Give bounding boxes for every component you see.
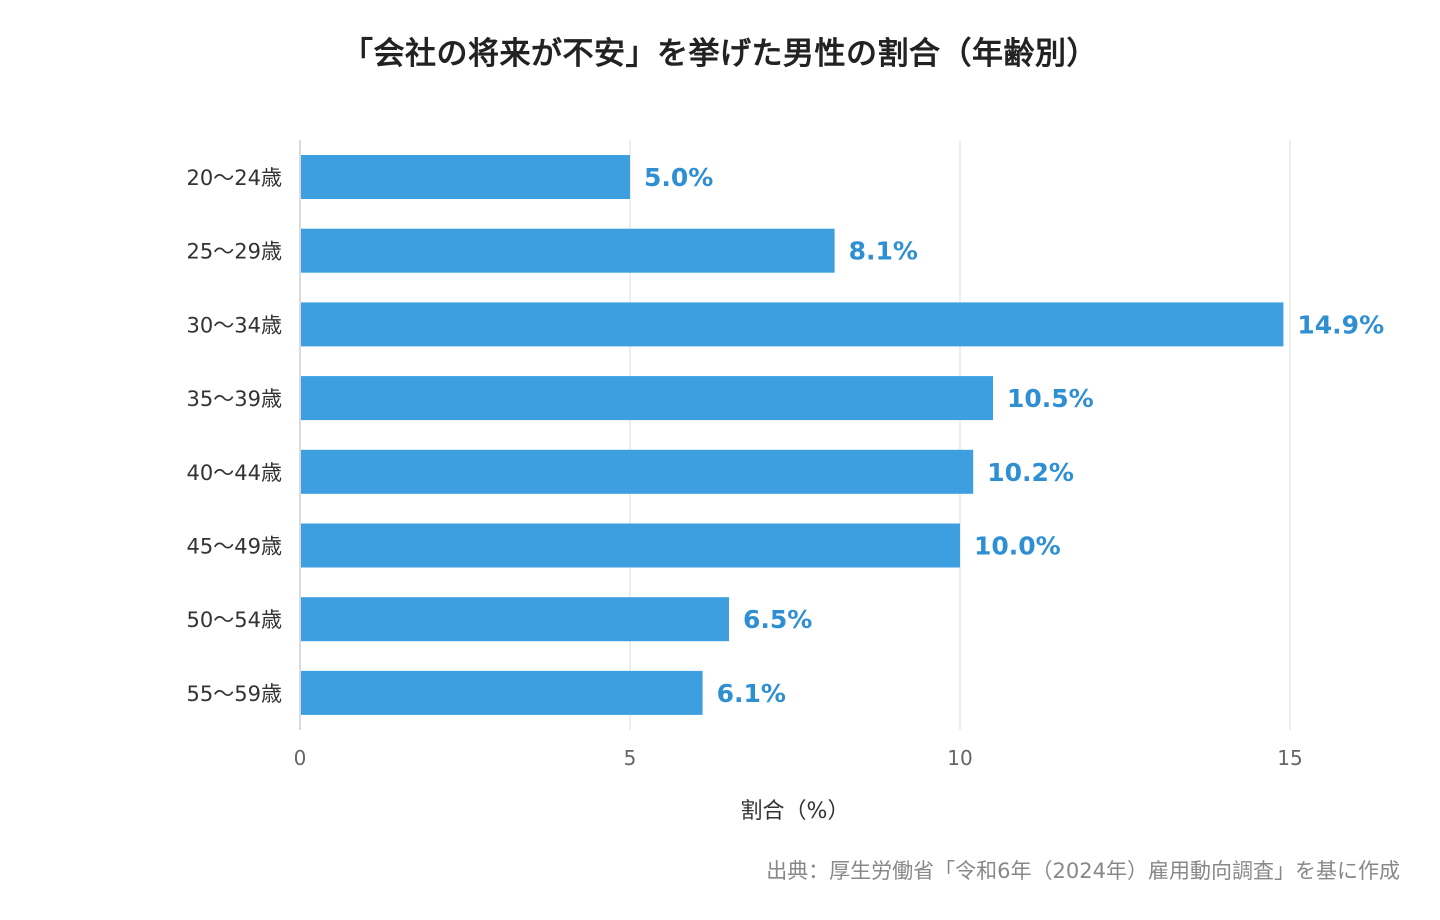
bar xyxy=(301,670,703,715)
bar xyxy=(301,302,1284,347)
grid-lines xyxy=(299,140,1291,730)
bar xyxy=(301,597,729,642)
x-tick-label: 10 xyxy=(947,746,972,770)
labels: 0 5 10 15 20〜24歳 5.0% 25〜29歳 8.1% 30〜34歳 14.9% 35〜… xyxy=(187,163,1385,770)
chart-title: 「会社の将来が不安」を挙げた男性の割合（年齢別） xyxy=(342,36,1098,72)
category-label: 40〜44歳 xyxy=(187,461,282,485)
bar xyxy=(301,228,835,273)
category-label: 30〜34歳 xyxy=(187,313,282,337)
data-label: 10.5% xyxy=(1007,384,1094,413)
data-label: 5.0% xyxy=(644,163,713,192)
category-label: 50〜54歳 xyxy=(187,608,282,632)
category-label: 25〜29歳 xyxy=(187,240,282,264)
data-label: 14.9% xyxy=(1297,310,1384,339)
x-tick-label: 15 xyxy=(1277,746,1302,770)
data-label: 10.2% xyxy=(987,458,1074,487)
data-label: 10.0% xyxy=(974,532,1061,561)
x-axis-title: 割合（%） xyxy=(740,799,850,824)
data-label: 6.5% xyxy=(743,605,812,634)
bars xyxy=(301,155,1284,715)
x-tick-label: 0 xyxy=(294,746,307,770)
category-label: 55〜59歳 xyxy=(187,682,282,706)
bar xyxy=(301,523,960,568)
bar xyxy=(301,155,630,199)
bar xyxy=(301,449,974,494)
bar xyxy=(301,376,993,421)
category-label: 45〜49歳 xyxy=(187,535,282,559)
category-label: 20〜24歳 xyxy=(187,166,282,190)
source-note: 出典：厚生労働省「令和6年（2024年）雇用動向調査」を基に作成 xyxy=(766,859,1400,883)
category-label: 35〜39歳 xyxy=(187,387,282,411)
data-label: 6.1% xyxy=(717,679,786,708)
x-tick-label: 5 xyxy=(624,746,637,770)
data-label: 8.1% xyxy=(849,237,918,266)
